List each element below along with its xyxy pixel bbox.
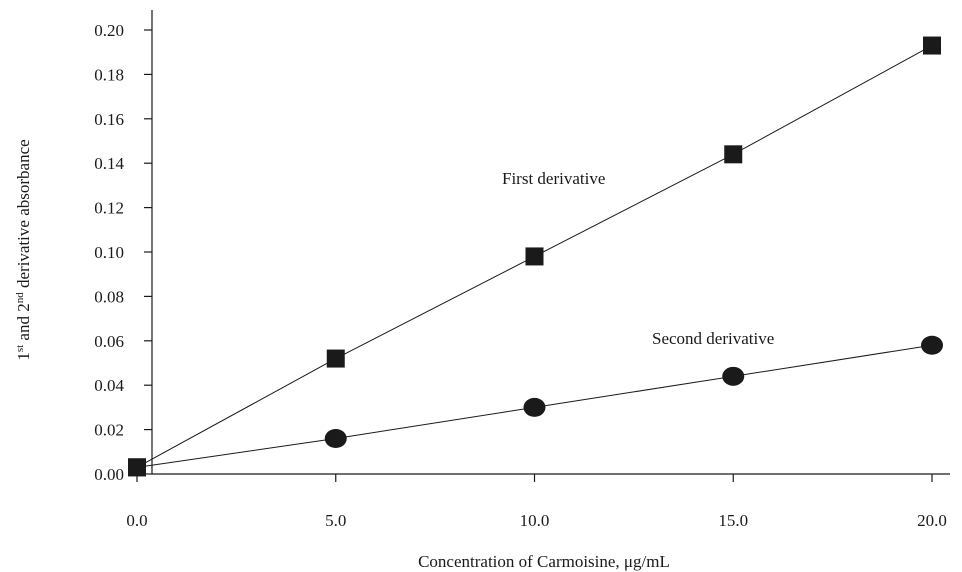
square-marker [128,458,146,477]
y-tick-label: 0.20 [94,21,124,40]
y-ticks: 0.00 0.02 0.04 0.06 0.08 0.10 0.12 0.14 0.16 0.18… [94,21,152,484]
y-tick-label: 0.02 [94,421,124,440]
x-tick-label: 10.0 [520,511,550,530]
circle-marker [324,428,347,448]
y-tick-label: 0.06 [94,332,124,351]
x-axis-title: Concentration of Carmoisine, μg/mL [418,552,670,571]
y-tick-label: 0.00 [94,465,124,484]
x-tick-label: 5.0 [325,511,346,530]
y-tick-label: 0.18 [94,65,124,84]
square-marker [525,247,544,266]
x-tick-label: 20.0 [917,511,947,530]
circle-marker [523,397,546,417]
x-tick-label: 0.0 [126,511,147,530]
y-tick-label: 0.12 [94,199,124,218]
y-axis-title-part: derivative absorbance [14,139,33,292]
y-tick-label: 0.04 [94,376,124,395]
square-marker [724,145,743,164]
circle-marker [722,366,745,386]
series-layer [128,36,943,477]
y-axis-title-sup: nd [14,292,26,304]
series-label-first-derivative: First derivative [502,169,605,188]
y-axis-title-sup: st [14,345,26,352]
y-tick-label: 0.10 [94,243,124,262]
square-marker [326,349,345,368]
square-marker [923,36,941,55]
x-tick-label: 15.0 [718,511,748,530]
y-tick-label: 0.16 [94,110,124,129]
x-ticks: 0.0 5.0 10.0 15.0 20.0 [126,474,947,530]
y-tick-label: 0.14 [94,154,124,173]
y-axis-title: 1st and 2nd derivative absorbance [14,139,33,360]
y-tick-label: 0.08 [94,287,124,306]
circle-marker [921,335,943,355]
y-axis-title-part: and 2 [14,303,33,345]
axes [151,10,950,475]
series-label-second-derivative: Second derivative [652,329,774,348]
y-axis-title-part: 1 [14,352,33,361]
